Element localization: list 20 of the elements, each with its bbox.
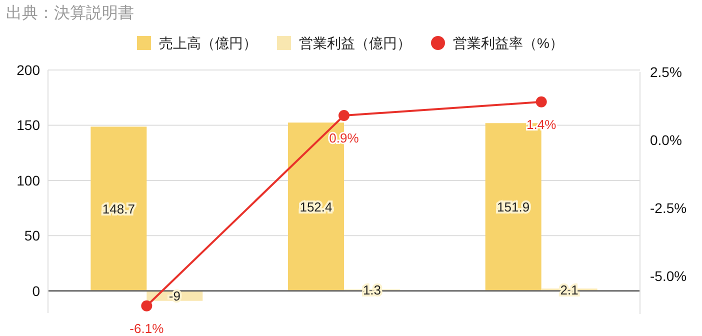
y-tick-label: 0	[32, 282, 40, 299]
data-label: 151.9	[497, 200, 530, 215]
y2-tick-label: 0.0%	[650, 132, 682, 148]
legend-label: 営業利益率（%）	[453, 34, 564, 51]
data-label: -9	[168, 288, 180, 304]
y2-tick-label: 2.5%	[650, 64, 682, 80]
y2-tick-label: -2.5%	[650, 200, 687, 216]
data-label: 0.9%	[329, 130, 360, 146]
data-label: 1.4%	[526, 116, 557, 132]
legend-label: 営業利益（億円）	[299, 34, 411, 51]
y2-tick-label: -5.0%	[650, 268, 687, 284]
data-label: -6.1%	[130, 320, 164, 336]
y-tick-label: 200	[16, 62, 40, 78]
y-tick-label: 150	[16, 117, 40, 134]
data-label: 152.4	[300, 199, 332, 214]
data-label: 148.7	[102, 201, 135, 216]
y-tick-label: 50	[24, 228, 40, 244]
source-note: 出典：決算説明書	[6, 4, 134, 22]
legend-label: 売上高（億円）	[159, 34, 257, 51]
y-tick-label: 100	[16, 172, 40, 188]
